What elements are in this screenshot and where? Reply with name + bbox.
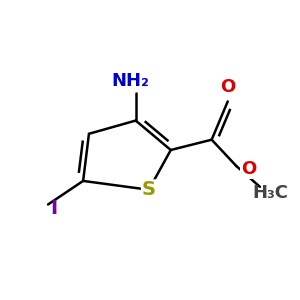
Text: NH₂: NH₂ — [111, 72, 149, 90]
Text: S: S — [142, 180, 156, 199]
Text: O: O — [241, 160, 256, 178]
Text: H₃C: H₃C — [253, 184, 289, 202]
Text: I: I — [50, 200, 58, 218]
Text: O: O — [220, 77, 236, 95]
